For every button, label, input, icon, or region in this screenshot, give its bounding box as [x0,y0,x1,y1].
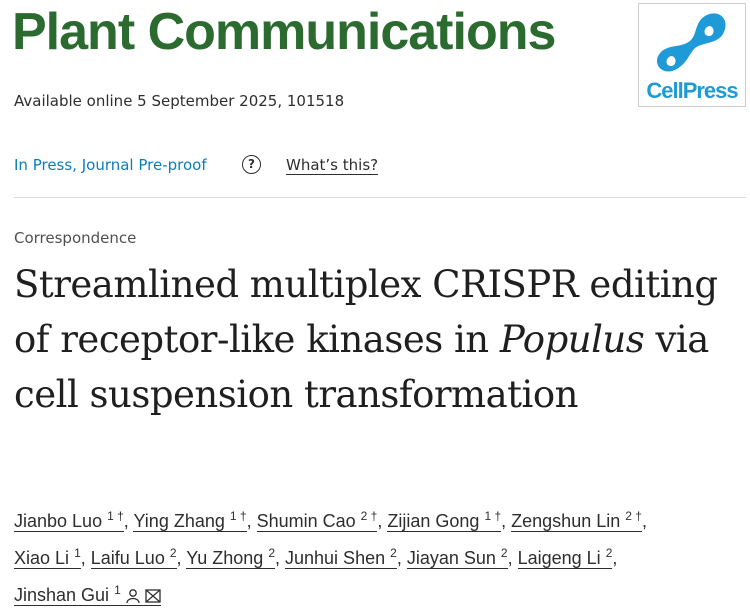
affiliation-sup: 2 [500,546,508,560]
author-name: Jiayan Sun [406,548,496,568]
author-name: Junhui Shen [285,548,386,568]
author-link[interactable]: Yu Zhong 2 [186,546,275,569]
author-name: Zijian Gong [387,511,480,531]
divider [14,197,746,198]
author-link[interactable]: Jiayan Sun 2 [406,546,508,569]
author-link[interactable]: Shumin Cao 2 † [256,509,378,532]
whats-this-link[interactable]: What’s this? [286,156,379,175]
affiliation-sup: 1 † [107,509,124,523]
author-link[interactable]: Laigeng Li 2 [517,546,613,569]
author-name: Jianbo Luo [14,511,103,531]
author-link[interactable]: Zengshun Lin 2 † [511,509,642,532]
logo-text: CellPress [646,78,738,103]
author-link[interactable]: Junhui Shen 2 [285,546,397,569]
author-link[interactable]: Laifu Luo 2 [90,546,177,569]
article-status-link[interactable]: In Press, Journal Pre-proof [14,156,207,174]
title-italic: Populus [499,318,645,361]
author-name: Ying Zhang [133,511,225,531]
affiliation-sup: 2 [268,546,275,560]
journal-title[interactable]: Plant Communications [12,3,556,61]
affiliation-sup: 2 [169,546,177,560]
author-link[interactable]: Ying Zhang 1 † [133,509,247,532]
author-name: Laifu Luo [90,548,165,568]
article-type: Correspondence [14,229,137,247]
author-name: Yu Zhong [186,548,264,568]
author-link[interactable]: Zijian Gong 1 † [387,509,502,532]
author-list: Jianbo Luo 1 †, Ying Zhang 1 †, Shumin C… [14,509,647,606]
author-link[interactable]: Xiao Li 1 [14,546,81,569]
affiliation-sup: 1 † [229,509,247,523]
person-icon [126,589,140,604]
affiliation-sup: 1 [114,583,121,597]
author-name: Zengshun Lin [511,511,621,531]
affiliation-sup: 2 † [360,509,378,523]
cellpress-logo-icon [656,13,726,72]
affiliation-sup: 2 † [625,509,642,523]
author-name: Laigeng Li [517,548,601,568]
author-name: Shumin Cao [256,511,356,531]
author-link[interactable]: Jianbo Luo 1 † [14,509,124,532]
affiliation-sup: 2 [605,546,613,560]
title-text: via cell suspension transformation [14,318,709,416]
title-text: Streamlined multiplex CRISPR editing of … [14,263,718,361]
author-name: Jinshan Gui [14,585,110,605]
article-title: Streamlined multiplex CRISPR editing of … [14,257,734,422]
email-icon [145,589,161,603]
question-circle-icon[interactable]: ? [242,155,261,174]
affiliation-sup: 1 † [484,509,502,523]
affiliation-sup: 1 [74,546,81,560]
affiliation-sup: 2 [390,546,397,560]
author-name: Xiao Li [14,548,70,568]
cellpress-logo[interactable]: CellPress [638,3,746,107]
availability-text: Available online 5 September 2025, 10151… [14,92,345,110]
